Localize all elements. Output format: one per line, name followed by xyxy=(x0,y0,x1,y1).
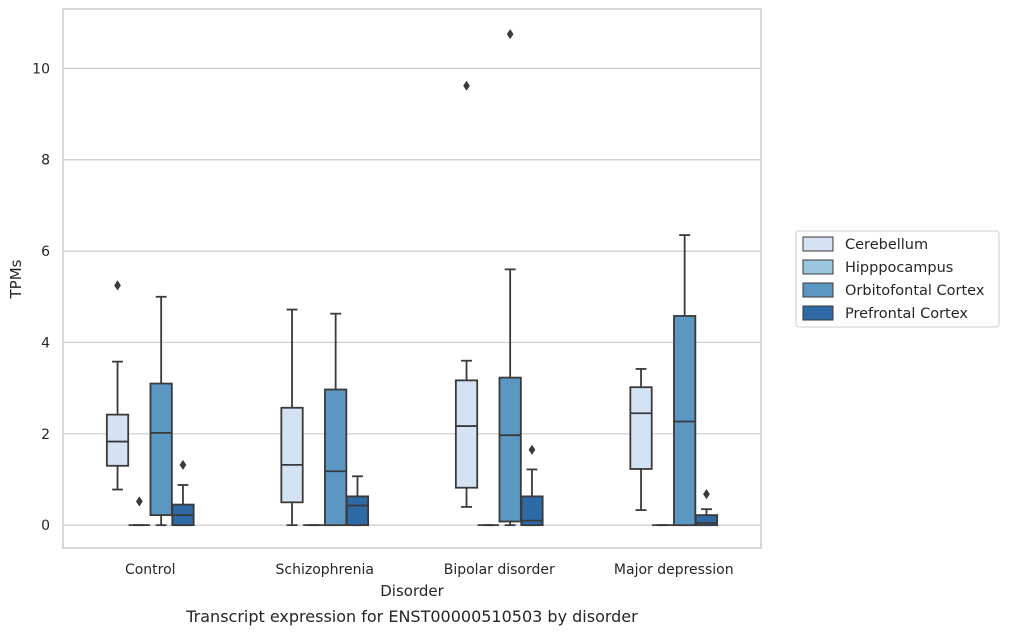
box-iqr xyxy=(498,376,522,523)
box-group xyxy=(324,312,348,527)
box-iqr xyxy=(280,406,304,504)
y-tick-label: 6 xyxy=(41,244,50,260)
legend-frame xyxy=(795,230,1000,328)
legend-swatch xyxy=(802,305,834,321)
box-group xyxy=(498,29,522,527)
box-iqr xyxy=(345,495,370,527)
box-group xyxy=(345,475,370,527)
y-tick-label: 0 xyxy=(41,518,50,534)
legend-item: Hipppocampus xyxy=(802,259,953,276)
legend-label: Hipppocampus xyxy=(845,260,953,276)
box-group xyxy=(694,489,719,527)
box-iqr xyxy=(520,495,544,527)
box-group xyxy=(171,459,195,527)
box-group xyxy=(454,80,479,508)
box-group xyxy=(520,444,544,527)
x-tick-label: Control xyxy=(125,562,176,578)
box-iqr xyxy=(673,315,697,527)
box-iqr xyxy=(105,413,130,467)
box-group xyxy=(629,368,653,511)
box-outlier xyxy=(463,80,470,91)
legend-swatch xyxy=(802,236,834,252)
box-group xyxy=(149,295,173,527)
box-outlier xyxy=(114,280,121,291)
box-iqr xyxy=(629,386,653,470)
figure-caption: Transcript expression for ENST0000051050… xyxy=(185,607,638,626)
box-iqr xyxy=(454,379,479,489)
x-tick-label: Schizophrenia xyxy=(276,562,374,578)
legend-item: Orbitofontal Cortex xyxy=(802,282,985,299)
y-tick-label: 4 xyxy=(41,335,50,351)
x-tick-label: Bipolar disorder xyxy=(444,562,555,578)
x-tick-labels: Control Schizophrenia Bipolar disorder Majo… xyxy=(125,562,734,578)
y-axis-label: TPMs xyxy=(7,259,25,299)
box-iqr xyxy=(324,388,348,527)
x-axis-label: Disorder xyxy=(380,582,444,600)
box-outlier xyxy=(528,444,536,455)
legend: Cerebellum Hipppocampus Orbitofontal Corte… xyxy=(795,230,1000,328)
x-tick-label: Major depression xyxy=(614,562,734,578)
y-tick-label: 2 xyxy=(41,427,50,443)
legend-item: Prefrontal Cortex xyxy=(802,305,968,322)
box-outlier xyxy=(179,459,187,470)
y-tick-label: 8 xyxy=(41,153,50,169)
plot-frame xyxy=(62,8,762,549)
legend-label: Prefrontal Cortex xyxy=(845,306,968,322)
legend-label: Orbitofontal Cortex xyxy=(845,283,985,299)
box-iqr xyxy=(694,514,719,527)
legend-swatch xyxy=(802,259,834,275)
legend-label: Cerebellum xyxy=(845,237,928,253)
y-tick-labels: 0 2 4 6 8 10 xyxy=(32,61,50,534)
box-layer xyxy=(105,29,719,527)
y-tick-label: 10 xyxy=(32,61,50,77)
grid-lines xyxy=(63,67,761,526)
box-outlier xyxy=(506,29,514,40)
box-group xyxy=(128,496,151,527)
box-iqr xyxy=(149,382,173,517)
legend-swatch xyxy=(802,282,834,298)
legend-item: Cerebellum xyxy=(802,236,928,253)
box-group xyxy=(673,234,697,527)
box-outlier xyxy=(703,489,710,500)
box-outlier xyxy=(135,496,143,507)
box-group xyxy=(105,280,130,491)
box-group xyxy=(280,308,304,527)
